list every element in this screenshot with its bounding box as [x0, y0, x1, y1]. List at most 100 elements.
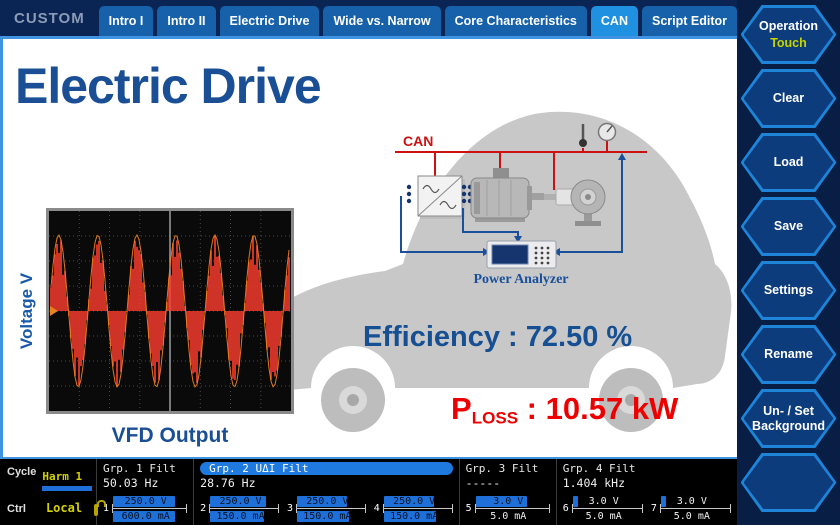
side-button-sublabel: Touch: [770, 36, 807, 51]
channel-current-fill: [113, 510, 176, 522]
side-button-label: Clear: [772, 91, 805, 106]
channel-voltage-bar: 250.0 V: [296, 495, 358, 507]
side-button-label: Operation: [758, 18, 819, 33]
side-button-face: Load: [743, 136, 834, 189]
channel-axis: [659, 503, 732, 513]
side-button-blank[interactable]: [740, 453, 837, 512]
channel-number: 7: [650, 503, 657, 514]
tab-intro-ii[interactable]: Intro II: [157, 6, 216, 36]
vfd-scope-display: [46, 208, 294, 414]
channel-number: 2: [200, 503, 207, 514]
channel-voltage-value: 250.0 V: [124, 495, 167, 507]
channel-current-fill: [296, 510, 350, 522]
side-button-face: Settings: [743, 264, 834, 317]
channel-3[interactable]: 3 250.0 V 150.0 mA: [287, 492, 366, 525]
side-button-save[interactable]: Save: [740, 197, 837, 256]
channel-axis: [295, 503, 366, 513]
side-button-face: Rename: [743, 328, 834, 381]
cycle-value: Harm 1: [42, 470, 83, 483]
group-grp-4-filt: Grp. 4 Filt 1.404 kHz 6 3.0 V 5.0 mA 7 3.0 V 5.…: [555, 459, 737, 525]
channel-current-value: 5.0 mA: [585, 510, 622, 522]
channel-7[interactable]: 7 3.0 V 5.0 mA: [650, 492, 732, 525]
channel-2[interactable]: 2 250.0 V 150.0 mA: [200, 492, 279, 525]
ploss-label: P: [451, 391, 472, 426]
side-button-label: Un- / Set Background: [752, 404, 825, 433]
ctrl-value: Local: [45, 501, 83, 515]
channel-voltage-fill: [296, 495, 347, 507]
tab-intro-i[interactable]: Intro I: [98, 6, 154, 36]
channel-voltage-value: 3.0 V: [588, 495, 619, 507]
channel-5[interactable]: 5 3.0 V 5.0 mA: [466, 492, 550, 525]
side-button-load[interactable]: Load: [740, 133, 837, 192]
channel-axis: [382, 503, 453, 513]
channel-voltage-bar: 3.0 V: [660, 495, 723, 507]
tab-can[interactable]: CAN: [590, 6, 638, 36]
channel-voltage-fill: [475, 495, 527, 507]
custom-menu-label: CUSTOM: [14, 9, 85, 27]
channel-6[interactable]: 6 3.0 V 5.0 mA: [563, 492, 643, 525]
vfd-waveform: [49, 211, 291, 411]
scope-y-axis-label: Voltage V: [17, 272, 36, 350]
channel-axis: [571, 503, 643, 513]
tab-core-characteristics[interactable]: Core Characteristics: [444, 6, 587, 36]
channel-4[interactable]: 4 250.0 V 150.0 mA: [374, 492, 453, 525]
side-button-face: [743, 456, 834, 509]
side-button-label: Save: [773, 219, 804, 234]
side-button-label: Rename: [764, 347, 813, 362]
group-frequency: 28.76 Hz: [200, 476, 256, 490]
power-loss-readout: PLOSS : 10.57 kW: [451, 391, 678, 428]
ploss-subscript: LOSS: [471, 408, 519, 428]
gauge-icon: [597, 122, 617, 142]
side-button-face: Un- / Set Background: [743, 392, 834, 445]
side-button-operation[interactable]: Operation Touch: [740, 5, 837, 64]
tab-wide-vs-narrow[interactable]: Wide vs. Narrow: [323, 6, 441, 36]
channel-range-graph: 3.0 V 5.0 mA: [659, 493, 732, 525]
channel-current-bar: 5.0 mA: [661, 511, 723, 522]
group-frequency: 50.03 Hz: [103, 476, 159, 490]
group-channel-row: 5 3.0 V 5.0 mA: [466, 492, 550, 525]
side-button-clear[interactable]: Clear: [740, 69, 837, 128]
channel-voltage-fill: [660, 495, 666, 507]
group-grp-1-filt: Grp. 1 Filt 50.03 Hz 1 250.0 V 600.0 mA: [96, 459, 193, 525]
channel-range-graph: 250.0 V 150.0 mA: [295, 493, 366, 525]
ploss-separator: :: [518, 391, 546, 426]
tab-script-editor[interactable]: Script Editor: [641, 6, 737, 36]
side-button-label: Settings: [763, 283, 814, 298]
group-frequency: -----: [465, 476, 501, 490]
channel-range-graph: 250.0 V 600.0 mA: [112, 493, 188, 525]
group-header[interactable]: Grp. 2 UΔI Filt: [200, 462, 453, 475]
side-button-rename[interactable]: Rename: [740, 325, 837, 384]
channel-1[interactable]: 1 250.0 V 600.0 mA: [103, 492, 188, 525]
efficiency-label: Efficiency: [363, 321, 500, 353]
channel-number: 3: [286, 503, 293, 514]
channel-voltage-bar: 3.0 V: [572, 495, 635, 507]
side-button-panel: Operation Touch Clear Load Save Settings Renam…: [737, 0, 840, 525]
channel-axis: [209, 503, 279, 513]
side-button-label: Load: [773, 155, 804, 170]
lock-icon[interactable]: [94, 500, 107, 516]
power-analyzer-label: Power Analyzer: [474, 272, 569, 287]
group-header[interactable]: Grp. 1 Filt: [103, 462, 176, 475]
front-wheel-icon: [599, 368, 663, 432]
group-channel-row: 2 250.0 V 150.0 mA 3 250.0 V 150.0 mA 4 250.0 V…: [200, 492, 453, 525]
group-header[interactable]: Grp. 4 Filt: [562, 462, 636, 475]
thermometer-icon: [579, 124, 587, 147]
channel-current-bar: 150.0 mA: [383, 510, 445, 522]
status-left-block: Cycle Harm 1 Ctrl Local: [0, 459, 107, 525]
channel-number: 4: [373, 503, 380, 514]
tab-strip: Intro I Intro II Electric Drive Wide vs. Na…: [98, 6, 737, 36]
channel-voltage-fill: [383, 495, 434, 507]
main-content: CAN: [0, 36, 737, 459]
vfd-scope-area: Voltage V VFD Output: [17, 208, 294, 447]
channel-voltage-bar: 3.0 V: [475, 495, 541, 507]
side-button-un-set-background[interactable]: Un- / Set Background: [740, 389, 837, 448]
channel-range-graph: 250.0 V 150.0 mA: [209, 493, 279, 525]
channel-current-bar: 5.0 mA: [476, 511, 541, 522]
channel-range-graph: 3.0 V 5.0 mA: [474, 493, 550, 525]
channel-range-graph: 250.0 V 150.0 mA: [382, 493, 453, 525]
group-header[interactable]: Grp. 3 Filt: [465, 462, 539, 475]
efficiency-value: 72.50 %: [525, 321, 633, 353]
channel-voltage-value: 3.0 V: [676, 495, 707, 507]
tab-electric-drive[interactable]: Electric Drive: [219, 6, 320, 36]
side-button-settings[interactable]: Settings: [740, 261, 837, 320]
